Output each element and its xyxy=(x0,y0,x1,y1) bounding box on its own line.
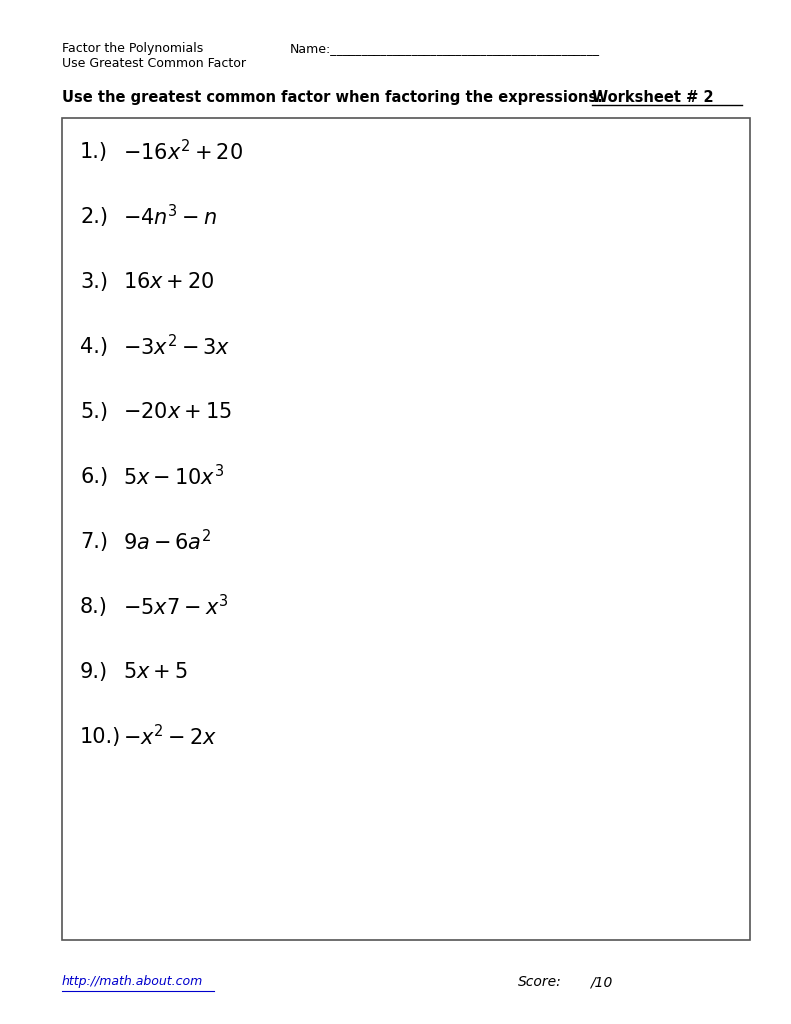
Text: 9.): 9.) xyxy=(80,662,108,682)
Text: Use Greatest Common Factor: Use Greatest Common Factor xyxy=(62,57,246,70)
Text: /10: /10 xyxy=(590,975,612,989)
Text: 1.): 1.) xyxy=(80,142,108,162)
Text: $-x^2 - 2x$: $-x^2 - 2x$ xyxy=(123,724,218,750)
FancyBboxPatch shape xyxy=(62,118,750,940)
Text: 5.): 5.) xyxy=(80,402,108,422)
Text: $-4n^3 -n$: $-4n^3 -n$ xyxy=(123,205,218,229)
Text: 4.): 4.) xyxy=(80,337,108,357)
Text: $-20x+ 15$: $-20x+ 15$ xyxy=(123,402,232,422)
Text: $9a- 6a^2$: $9a- 6a^2$ xyxy=(123,529,212,555)
Text: $5x+ 5$: $5x+ 5$ xyxy=(123,662,187,682)
Text: $16x+ 20$: $16x+ 20$ xyxy=(123,272,214,292)
Text: $-3x^2 - 3x$: $-3x^2 - 3x$ xyxy=(123,335,230,359)
Text: 2.): 2.) xyxy=(80,207,108,227)
Text: 6.): 6.) xyxy=(80,467,108,487)
Text: Name:___________________________________________: Name:___________________________________… xyxy=(290,42,600,55)
Text: $5x- 10x^3$: $5x- 10x^3$ xyxy=(123,465,224,489)
Text: Worksheet # 2: Worksheet # 2 xyxy=(592,90,713,105)
Text: 3.): 3.) xyxy=(80,272,108,292)
Text: http://math.about.com: http://math.about.com xyxy=(62,976,203,988)
Text: Factor the Polynomials: Factor the Polynomials xyxy=(62,42,203,55)
Text: Score:: Score: xyxy=(518,975,562,989)
Text: Use the greatest common factor when factoring the expressions:: Use the greatest common factor when fact… xyxy=(62,90,603,105)
Text: $-5x7 -x^3$: $-5x7 -x^3$ xyxy=(123,594,229,620)
Text: 8.): 8.) xyxy=(80,597,108,617)
Text: 7.): 7.) xyxy=(80,532,108,552)
Text: $-16x^2 + 20$: $-16x^2 + 20$ xyxy=(123,139,243,165)
Text: 10.): 10.) xyxy=(80,727,121,746)
